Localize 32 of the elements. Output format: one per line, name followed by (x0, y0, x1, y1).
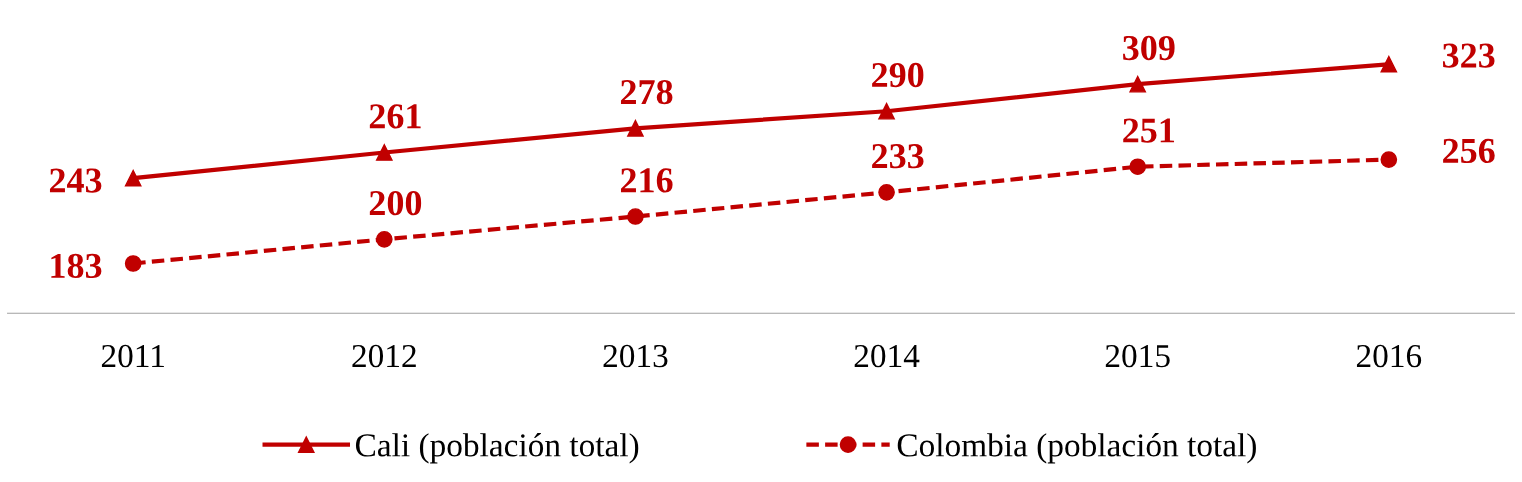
data-label: 309 (1123, 35, 1175, 61)
data-label: 261 (369, 104, 421, 129)
point (1380, 55, 1398, 73)
point (627, 208, 644, 225)
data-label: 216 (620, 168, 673, 193)
x-tick-label: 2014 (854, 344, 920, 368)
x-tick-label: 2016 (1356, 344, 1422, 368)
data-label: 278 (620, 79, 673, 105)
x-tick-label: 2012 (352, 344, 416, 368)
data-label: 290 (872, 62, 924, 88)
data-label: 183 (51, 253, 102, 279)
x-tick-label: 2011 (101, 344, 164, 368)
point (878, 102, 895, 120)
legend-label: Cali (población total) (355, 433, 639, 464)
legend-label: Colombia (población total) (897, 433, 1256, 464)
x-tick-label: 2015 (1105, 344, 1170, 368)
point (627, 119, 644, 137)
data-label: 200 (369, 190, 422, 216)
point (124, 169, 142, 187)
point (878, 184, 895, 201)
data-label: 256 (1443, 138, 1495, 164)
data-label: 323 (1442, 43, 1495, 68)
point (375, 230, 393, 248)
data-label: 251 (1123, 118, 1175, 143)
point (375, 144, 393, 161)
point (124, 255, 142, 272)
data-label: 233 (872, 144, 924, 169)
x-tick-label: 2013 (603, 344, 668, 368)
point (1129, 158, 1147, 176)
data-label: 243 (49, 168, 102, 193)
point (1380, 151, 1398, 168)
point (1129, 75, 1147, 93)
